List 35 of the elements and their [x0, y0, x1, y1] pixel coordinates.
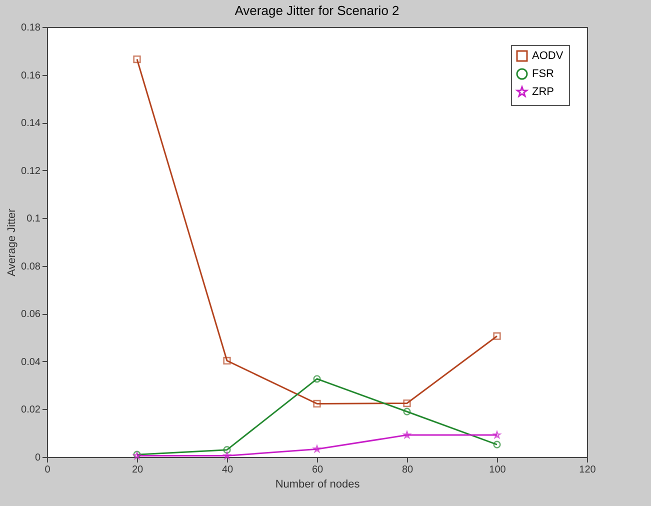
point: [133, 55, 141, 64]
y-tick-label: 0.18: [21, 22, 41, 34]
point: [223, 452, 231, 460]
y-tick-label: 0.12: [21, 166, 41, 177]
legend-label: AODV: [532, 50, 564, 62]
chart-title: Average Jitter for Scenario 2: [234, 3, 400, 18]
y-tick-label: 0.1: [26, 214, 41, 225]
x-tick-label: 100: [489, 464, 506, 476]
x-tick-label: 120: [579, 464, 596, 476]
y-tick-label: 0.08: [21, 261, 41, 272]
x-tick-label: 40: [222, 464, 234, 476]
y-tick-label: 0.04: [21, 356, 41, 368]
y-tick-label: 0.16: [21, 70, 41, 82]
y-axis-title: Average Jitter: [6, 208, 18, 276]
x-tick-label: 0: [44, 464, 51, 476]
point: [223, 356, 231, 365]
point: [223, 446, 231, 454]
point: [403, 399, 411, 408]
x-tick-label: 80: [402, 464, 414, 476]
point: [313, 375, 321, 383]
x-tick-label: 20: [132, 464, 144, 476]
point: [313, 400, 321, 408]
point: [403, 431, 411, 438]
point: [493, 332, 501, 340]
legend-label: ZRP: [532, 86, 554, 98]
legend-label: FSR: [532, 68, 554, 80]
y-tick-label: 0.14: [21, 118, 41, 130]
y-tick-label: 0: [34, 452, 41, 464]
x-axis-title: Number of nodes: [275, 478, 360, 490]
x-tick-label: 60: [312, 464, 324, 476]
point: [313, 445, 321, 452]
y-tick-label: 0.06: [21, 309, 41, 320]
point: [493, 431, 501, 438]
point: [403, 408, 411, 416]
y-tick-label: 0.02: [21, 404, 41, 416]
